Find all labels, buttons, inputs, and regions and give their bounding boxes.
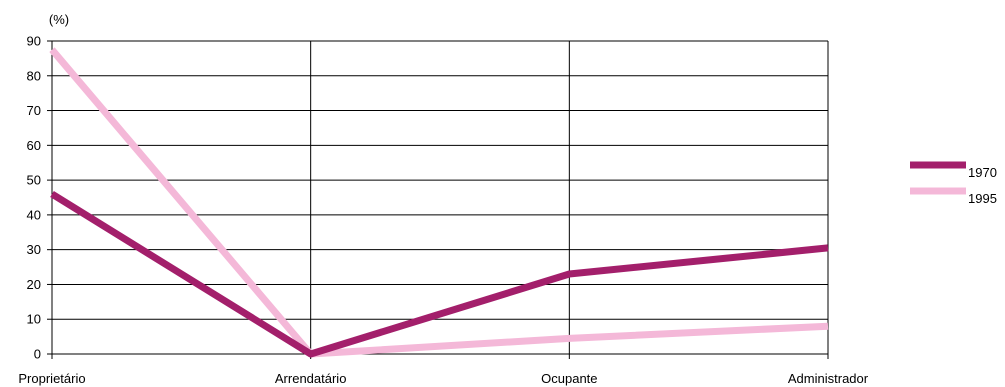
series-line-1970 bbox=[50, 191, 829, 358]
grid bbox=[52, 40, 829, 354]
y-tick-label: 90 bbox=[27, 34, 41, 49]
series-lines bbox=[49, 47, 829, 358]
legend-label-1995: 1995 bbox=[968, 191, 997, 206]
y-axis-unit-label: (%) bbox=[49, 12, 69, 27]
series-line-1995 bbox=[49, 47, 829, 358]
legend: 1970 1995 bbox=[910, 161, 997, 206]
legend-label-1970: 1970 bbox=[968, 165, 997, 180]
axes: 0 10 20 30 40 50 60 70 80 90 Proprietário Arrendatá… bbox=[18, 12, 868, 386]
y-tick-label: 30 bbox=[27, 242, 41, 257]
y-tick-label: 40 bbox=[27, 207, 41, 222]
y-tick-label: 80 bbox=[27, 68, 41, 83]
y-tick-label: 70 bbox=[27, 103, 41, 118]
y-tick-label: 60 bbox=[27, 138, 41, 153]
y-tick-label: 0 bbox=[34, 347, 41, 362]
x-tick-label: Proprietário bbox=[18, 371, 85, 386]
x-tick-label: Arrendatário bbox=[275, 371, 347, 386]
x-tick-label: Administrador bbox=[788, 371, 869, 386]
y-tick-label: 10 bbox=[27, 312, 41, 327]
y-tick-label: 20 bbox=[27, 277, 41, 292]
y-tick-label: 50 bbox=[27, 173, 41, 188]
x-tick-label: Ocupante bbox=[541, 371, 597, 386]
